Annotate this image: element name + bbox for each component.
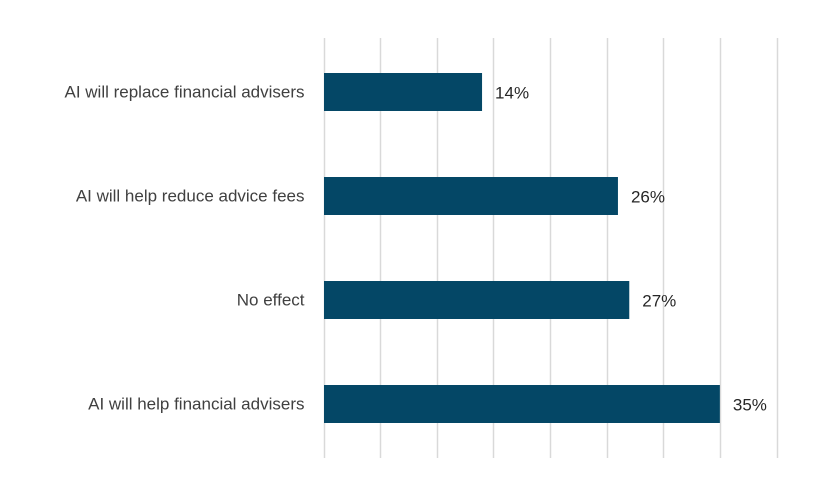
data-label-3: 27% — [642, 292, 676, 311]
bar-2 — [324, 177, 618, 215]
bar-1 — [324, 73, 483, 111]
data-label-1: 14% — [495, 84, 529, 103]
category-label-2: AI will help reduce advice fees — [76, 187, 305, 206]
bar-4 — [324, 385, 720, 423]
bars — [324, 73, 720, 423]
category-label-3: No effect — [237, 291, 305, 310]
data-label-4: 35% — [733, 396, 767, 415]
category-label-4: AI will help financial advisers — [88, 395, 304, 414]
data-label-2: 26% — [631, 188, 665, 207]
category-label-1: AI will replace financial advisers — [65, 83, 305, 102]
bar-3 — [324, 281, 630, 319]
labels: AI will replace financial advisers 14% AI … — [65, 83, 767, 415]
